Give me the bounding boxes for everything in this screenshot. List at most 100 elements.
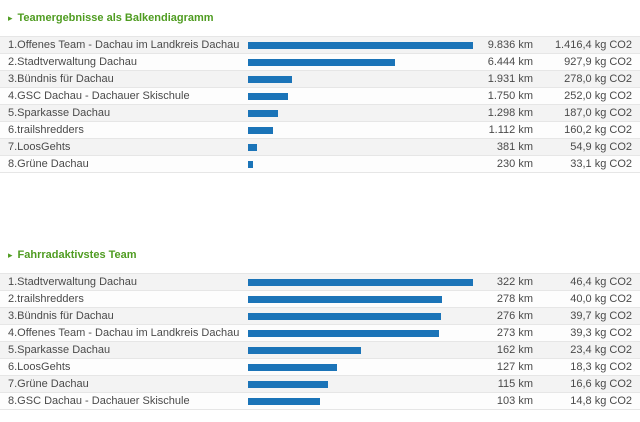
km-bar [248,92,288,100]
km-value: 115 km [497,378,533,390]
table-row: 5.Sparkasse Dachau 1.298 km 187,0 kg CO2 [0,105,640,122]
table-row: 3.Bündnis für Dachau 276 km 39,7 kg CO2 [0,308,640,325]
km-bar [248,380,328,388]
km-bar [248,363,337,371]
co2-value: 54,9 kg CO2 [570,141,632,153]
section-header-team-results[interactable]: ▸ Teamergebnisse als Balkendiagramm [0,6,640,36]
table-row: 4.Offenes Team - Dachau im Landkreis Dac… [0,325,640,342]
km-value: 103 km [496,395,533,407]
table-row: 1.Stadtverwaltung Dachau 322 km 46,4 kg … [0,274,640,291]
team-label: 5.Sparkasse Dachau [8,107,111,119]
team-label: 2.Stadtverwaltung Dachau [8,56,138,68]
bar-cell [248,295,483,303]
km-value: 230 km [496,158,533,170]
km-value: 322 km [496,276,533,288]
km-bar [248,278,473,286]
km-bar [248,109,278,117]
team-label: 6.trailshredders [8,124,84,136]
bar-cell [248,363,483,371]
co2-value: 252,0 kg CO2 [564,90,632,102]
km-value: 276 km [496,310,533,322]
km-bar [248,346,361,354]
table-row: 4.GSC Dachau - Dachauer Skischule 1.750 … [0,88,640,105]
team-label: 4.Offenes Team - Dachau im Landkreis Dac… [8,327,240,339]
co2-value: 23,4 kg CO2 [570,344,632,356]
co2-value: 14,8 kg CO2 [570,395,632,407]
table-row: 5.Sparkasse Dachau 162 km 23,4 kg CO2 [0,342,640,359]
km-value: 1.750 km [487,90,533,102]
team-label: 7.Grüne Dachau [8,378,89,390]
bar-cell [248,312,483,320]
co2-value: 18,3 kg CO2 [570,361,632,373]
km-value: 1.112 km [488,124,533,136]
table-row: 1.Offenes Team - Dachau im Landkreis Dac… [0,37,640,54]
km-bar [248,58,395,66]
co2-value: 160,2 kg CO2 [564,124,632,136]
km-bar [248,329,439,337]
table-row: 8.GSC Dachau - Dachauer Skischule 103 km… [0,393,640,410]
arrow-right-icon: ▸ [8,249,13,260]
co2-value: 1.416,4 kg CO2 [554,39,632,51]
co2-value: 187,0 kg CO2 [564,107,632,119]
km-value: 162 km [496,344,533,356]
co2-value: 39,3 kg CO2 [570,327,632,339]
team-label: 4.GSC Dachau - Dachauer Skischule [8,90,190,102]
co2-value: 278,0 kg CO2 [564,73,632,85]
section-title: Fahrradaktivstes Team [17,249,137,261]
table-row: 8.Grüne Dachau 230 km 33,1 kg CO2 [0,156,640,173]
most-active-team-section: ▸ Fahrradaktivstes Team 1.Stadtverwaltun… [0,243,640,410]
bar-cell [248,380,483,388]
bar-cell [248,346,483,354]
bar-cell [248,75,483,83]
table-row: 2.Stadtverwaltung Dachau 6.444 km 927,9 … [0,54,640,71]
team-results-section: ▸ Teamergebnisse als Balkendiagramm 1.Of… [0,6,640,173]
km-bar [248,312,441,320]
team-label: 8.GSC Dachau - Dachauer Skischule [8,395,190,407]
bar-cell [248,126,483,134]
arrow-right-icon: ▸ [8,12,13,23]
km-bar [248,126,273,134]
bar-cell [248,143,483,151]
km-value: 127 km [496,361,533,373]
co2-value: 40,0 kg CO2 [570,293,632,305]
team-results-table: 1.Offenes Team - Dachau im Landkreis Dac… [0,36,640,173]
team-label: 5.Sparkasse Dachau [8,344,111,356]
team-label: 1.Offenes Team - Dachau im Landkreis Dac… [8,39,240,51]
most-active-team-table: 1.Stadtverwaltung Dachau 322 km 46,4 kg … [0,273,640,410]
table-row: 2.trailshredders 278 km 40,0 kg CO2 [0,291,640,308]
team-label: 3.Bündnis für Dachau [8,310,114,322]
km-bar [248,75,292,83]
bar-cell [248,397,483,405]
km-value: 1.298 km [487,107,533,119]
co2-value: 39,7 kg CO2 [570,310,632,322]
bar-cell [248,329,483,337]
bar-cell [248,160,483,168]
km-value: 6.444 km [487,56,533,68]
co2-value: 46,4 kg CO2 [570,276,632,288]
section-title: Teamergebnisse als Balkendiagramm [17,12,214,24]
table-row: 6.trailshredders 1.112 km 160,2 kg CO2 [0,122,640,139]
km-bar [248,41,473,49]
km-bar [248,160,253,168]
team-label: 2.trailshredders [8,293,84,305]
team-label: 7.LoosGehts [8,141,71,153]
team-label: 8.Grüne Dachau [8,158,89,170]
bar-cell [248,58,483,66]
km-bar [248,143,257,151]
results-page: ▸ Teamergebnisse als Balkendiagramm 1.Of… [0,6,640,410]
co2-value: 16,6 kg CO2 [570,378,632,390]
bar-cell [248,92,483,100]
bar-cell [248,278,483,286]
km-value: 381 km [496,141,533,153]
bar-cell [248,41,483,49]
team-label: 6.LoosGehts [8,361,71,373]
table-row: 6.LoosGehts 127 km 18,3 kg CO2 [0,359,640,376]
table-row: 7.LoosGehts 381 km 54,9 kg CO2 [0,139,640,156]
table-row: 3.Bündnis für Dachau 1.931 km 278,0 kg C… [0,71,640,88]
bar-cell [248,109,483,117]
section-header-most-active-team[interactable]: ▸ Fahrradaktivstes Team [0,243,640,273]
team-label: 1.Stadtverwaltung Dachau [8,276,138,288]
co2-value: 33,1 kg CO2 [570,158,632,170]
km-value: 273 km [496,327,533,339]
km-value: 1.931 km [487,73,533,85]
